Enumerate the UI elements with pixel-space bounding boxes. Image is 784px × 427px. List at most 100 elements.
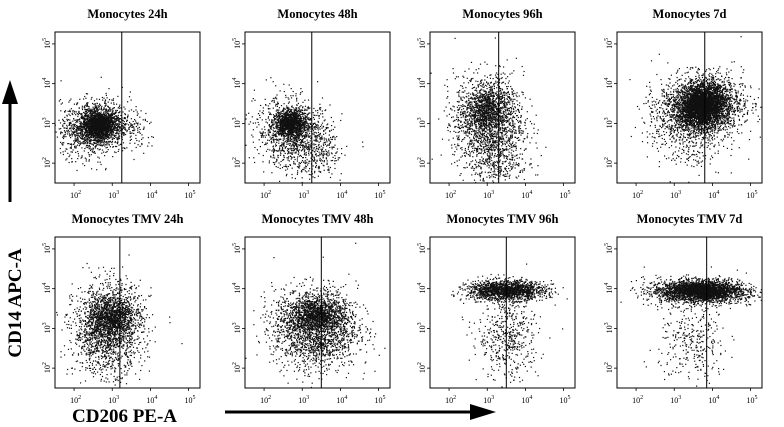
data-point <box>319 154 320 155</box>
data-point <box>300 92 301 93</box>
data-point <box>107 139 108 140</box>
data-point <box>273 148 274 149</box>
data-point <box>291 119 292 120</box>
data-point <box>89 159 90 160</box>
data-point <box>340 120 341 121</box>
data-point <box>65 159 66 160</box>
data-point <box>276 127 277 128</box>
data-point <box>96 99 97 100</box>
data-point <box>323 144 324 145</box>
data-point <box>65 136 66 137</box>
data-point <box>76 129 77 130</box>
data-point <box>115 137 116 138</box>
data-point <box>291 174 292 175</box>
data-point <box>82 109 83 110</box>
data-point <box>103 116 104 117</box>
data-point <box>275 146 276 147</box>
data-point <box>113 131 114 132</box>
data-point <box>105 168 106 169</box>
data-point <box>331 117 332 118</box>
data-point <box>113 128 114 129</box>
data-point <box>317 112 318 113</box>
data-point <box>140 133 141 134</box>
data-point <box>295 144 296 145</box>
data-point <box>118 130 119 131</box>
data-point <box>273 131 274 132</box>
data-point <box>292 157 293 158</box>
data-point <box>320 109 321 110</box>
data-point <box>77 121 78 122</box>
data-point <box>147 146 148 147</box>
data-point <box>252 116 253 117</box>
data-point <box>299 156 300 157</box>
data-point <box>72 111 73 112</box>
data-point <box>89 130 90 131</box>
data-point <box>90 130 91 131</box>
data-point <box>60 142 61 143</box>
data-point <box>120 130 121 131</box>
data-point <box>75 120 76 121</box>
data-point <box>291 123 292 124</box>
data-point <box>69 100 70 101</box>
data-point <box>303 138 304 139</box>
data-point <box>103 120 104 121</box>
data-point <box>283 140 284 141</box>
data-point <box>102 100 103 101</box>
data-point <box>109 138 110 139</box>
data-point <box>275 136 276 137</box>
data-point <box>305 167 306 168</box>
data-point <box>326 151 327 152</box>
data-point <box>102 141 103 142</box>
data-point <box>291 129 292 130</box>
data-point <box>299 119 300 120</box>
data-point <box>95 103 96 104</box>
data-point <box>320 154 321 155</box>
data-point <box>288 166 289 167</box>
data-point <box>254 147 255 148</box>
data-point <box>123 142 124 143</box>
data-point <box>60 148 61 149</box>
data-point <box>68 143 69 144</box>
data-point <box>105 113 106 114</box>
data-point <box>94 151 95 152</box>
data-point <box>72 110 73 111</box>
data-point <box>136 126 137 127</box>
data-point <box>90 139 91 140</box>
data-point <box>84 126 85 127</box>
data-point <box>298 103 299 104</box>
data-point <box>92 128 93 129</box>
data-point <box>100 149 101 150</box>
data-point <box>103 133 104 134</box>
data-point <box>327 123 328 124</box>
data-point <box>283 112 284 113</box>
data-point <box>308 107 309 108</box>
data-point <box>88 152 89 153</box>
data-point <box>63 136 64 137</box>
data-point <box>262 133 263 134</box>
data-point <box>74 146 75 147</box>
data-point <box>105 144 106 145</box>
data-point <box>109 111 110 112</box>
data-point <box>117 96 118 97</box>
data-point <box>302 169 303 170</box>
data-point <box>292 113 293 114</box>
data-point <box>302 123 303 124</box>
data-point <box>92 135 93 136</box>
data-point <box>276 124 277 125</box>
data-point <box>69 125 70 126</box>
data-point <box>283 84 284 85</box>
data-point <box>273 149 274 150</box>
data-point <box>114 122 115 123</box>
data-point <box>92 140 93 141</box>
data-point <box>94 123 95 124</box>
data-point <box>140 146 141 147</box>
data-point <box>102 145 103 146</box>
data-point <box>102 110 103 111</box>
data-point <box>128 115 129 116</box>
data-point <box>79 136 80 137</box>
data-point <box>280 164 281 165</box>
data-point <box>305 121 306 122</box>
data-point <box>291 158 292 159</box>
data-point <box>112 111 113 112</box>
data-point <box>278 134 279 135</box>
